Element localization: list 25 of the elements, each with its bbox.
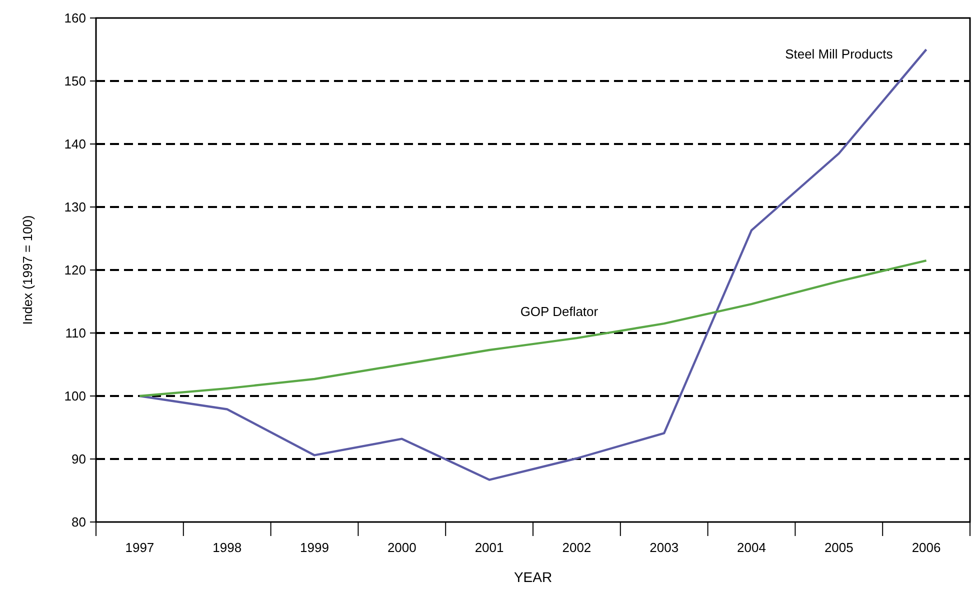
line-series (138, 259, 928, 398)
line-series (138, 48, 928, 481)
x-tick-label: 2006 (912, 540, 941, 555)
x-tick-label: 2001 (474, 540, 504, 555)
y-axis-title: Index (1997 = 100) (20, 215, 35, 325)
x-tick-label: 1998 (212, 540, 242, 555)
x-tick-label: 2003 (650, 540, 679, 555)
y-tick-label: 130 (64, 200, 86, 215)
y-tick-label: 140 (64, 136, 86, 152)
series-label: Steel Mill Products (785, 46, 894, 62)
y-tick-label: 100 (64, 388, 86, 404)
x-tick-label: 1999 (300, 540, 329, 555)
series-label: GOP Deflator (520, 304, 599, 320)
x-tick-label: 2002 (562, 540, 592, 555)
y-tick-label: 120 (64, 262, 86, 278)
y-tick-label: 150 (64, 74, 86, 89)
x-tick-label: 2000 (387, 540, 416, 555)
x-tick-label: 2005 (824, 540, 854, 555)
x-axis-title: YEAR (514, 569, 552, 585)
y-tick-label: 90 (72, 452, 86, 467)
y-tick-label: 110 (65, 326, 86, 341)
y-tick-label: 160 (64, 10, 86, 26)
x-tick-label: 2004 (737, 540, 766, 555)
y-tick-label: 80 (72, 514, 86, 530)
x-tick-label: 1997 (125, 540, 154, 555)
